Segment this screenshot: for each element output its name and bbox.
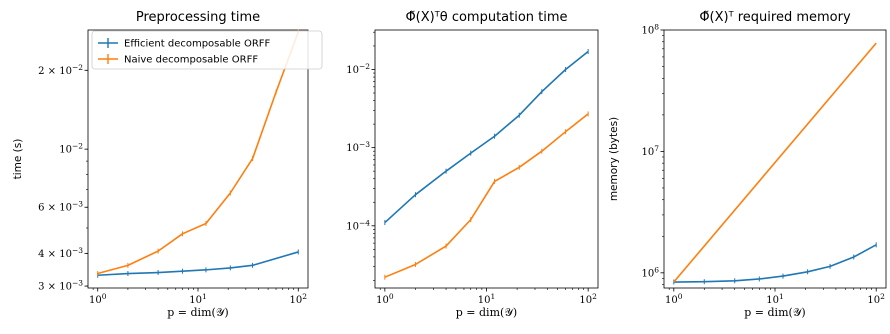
x-tick-label: 102 <box>290 292 308 306</box>
x-tick-label: 101 <box>478 292 496 306</box>
y-tick-exponent: −2 <box>72 63 83 72</box>
y-tick-label: 3 × 10−3 <box>38 279 83 293</box>
x-tick-exponent: 2 <box>880 292 885 301</box>
chart-title: Φ̃(X)ᵀθ computation time <box>405 10 567 25</box>
x-axis-label: p = dim(𝒴) <box>456 306 517 319</box>
y-tick-exponent: 7 <box>654 144 659 153</box>
series-line-efficient <box>673 244 877 283</box>
y-tick-exponent: −2 <box>359 62 370 71</box>
x-axis-label: p = dim(𝒴) <box>744 306 805 319</box>
legend-entry-label: Naive decomposable ORFF <box>124 55 258 66</box>
y-axis-label: memory (bytes) <box>608 117 620 201</box>
x-tick-exponent: 0 <box>389 292 394 301</box>
x-axis-label: p = dim(𝒴) <box>167 306 228 319</box>
y-tick-label: 4 × 10−3 <box>38 246 83 260</box>
y-tick-label: 108 <box>641 23 659 37</box>
x-tick-label: 101 <box>766 292 784 306</box>
chart-title: Φ̃(X)ᵀ required memory <box>699 10 851 25</box>
x-tick-exponent: 2 <box>302 292 307 301</box>
y-tick-label: 107 <box>641 144 659 158</box>
y-tick-exponent: −3 <box>359 140 370 149</box>
axes-frame <box>663 29 887 289</box>
y-tick-exponent: −3 <box>72 279 83 288</box>
axes-frame <box>374 29 599 289</box>
y-tick-exponent: −3 <box>72 246 83 255</box>
x-tick-label: 102 <box>867 292 885 306</box>
y-tick-label: 10−4 <box>346 218 370 232</box>
series-line-efficient <box>97 251 299 277</box>
y-tick-label: 106 <box>641 265 659 279</box>
y-tick-exponent: −4 <box>359 218 370 227</box>
y-tick-label: 10−3 <box>346 140 370 154</box>
legend: Efficient decomposable ORFF Naive decompo… <box>91 30 323 70</box>
x-tick-label: 100 <box>89 292 107 306</box>
x-tick-exponent: 1 <box>490 292 495 301</box>
y-tick-exponent: −3 <box>72 200 83 209</box>
chart-title: Preprocessing time <box>136 10 260 25</box>
y-tick-label: 10−2 <box>346 62 370 76</box>
y-tick-label: 10−2 <box>59 142 83 156</box>
legend-entry-label: Efficient decomposable ORFF <box>124 39 271 50</box>
x-tick-label: 100 <box>665 292 683 306</box>
y-tick-label: 6 × 10−3 <box>38 200 83 214</box>
series-line-naive <box>673 42 877 283</box>
x-tick-label: 101 <box>189 292 207 306</box>
y-tick-label: 2 × 10−2 <box>38 63 83 77</box>
y-tick-exponent: −2 <box>72 142 83 151</box>
y-tick-exponent: 6 <box>654 265 659 274</box>
y-tick-exponent: 8 <box>654 23 659 32</box>
x-tick-exponent: 2 <box>592 292 597 301</box>
x-tick-label: 100 <box>376 292 394 306</box>
legend-box <box>91 30 323 70</box>
y-axis-label: time (s) <box>12 139 24 180</box>
x-tick-exponent: 1 <box>779 292 784 301</box>
x-tick-exponent: 0 <box>678 292 683 301</box>
x-tick-label: 102 <box>579 292 597 306</box>
x-tick-exponent: 1 <box>202 292 207 301</box>
x-tick-exponent: 0 <box>102 292 107 301</box>
